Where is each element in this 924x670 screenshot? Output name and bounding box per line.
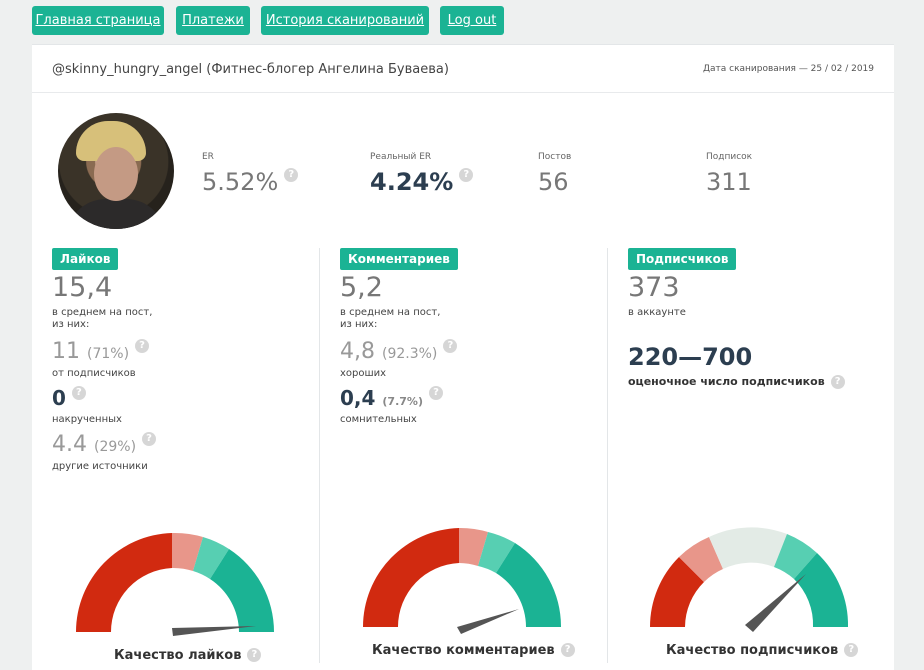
likes-other-value: 4.4 — [52, 432, 87, 457]
followers-estimate-range: 220—700 — [628, 343, 753, 371]
followers-count-desc: в аккаунте — [628, 307, 686, 318]
gauge-needle — [457, 609, 519, 634]
followers-column: Подписчиков 373 в аккаунте 220—700 оцено… — [628, 248, 845, 389]
help-icon[interactable]: ? — [135, 339, 150, 353]
help-icon[interactable]: ? — [443, 339, 458, 353]
likes-average-desc: в среднем на пост, — [52, 307, 153, 318]
comments-average-desc2: из них: — [340, 319, 378, 330]
help-icon[interactable]: ? — [459, 168, 474, 182]
gauge-segment-red — [650, 557, 704, 627]
gauge-segment-mint — [193, 537, 229, 579]
nav-payments-button[interactable]: Платежи — [176, 6, 250, 35]
likes-quality-title: Качество лайков — [114, 648, 242, 663]
likes-subs-label: от подписчиков — [52, 368, 136, 379]
gauge-segment-salmon — [679, 537, 723, 582]
nav-scan-history-button[interactable]: История сканирований — [261, 6, 429, 35]
followers-quality-gauge — [650, 527, 849, 632]
column-divider — [319, 248, 320, 663]
likes-quality-gauge — [76, 532, 274, 636]
likes-average-desc2: из них: — [52, 319, 90, 330]
likes-subs-value: 11 — [52, 339, 80, 364]
stat-er-label: ER — [202, 152, 214, 162]
stat-real-er-value: 4.24% — [370, 168, 454, 196]
likes-column: Лайков 15,4 в среднем на пост, из них: 1… — [52, 248, 157, 475]
help-icon[interactable]: ? — [560, 643, 575, 657]
likes-fake-value: 0 — [52, 386, 66, 410]
stat-real-er-label: Реальный ER — [370, 152, 432, 162]
help-icon[interactable]: ? — [428, 386, 443, 400]
help-icon[interactable]: ? — [830, 375, 845, 389]
stat-following: Подписок 311 — [706, 152, 752, 196]
gauge-segment-mint — [478, 532, 515, 573]
likes-other-label: другие источники — [52, 461, 148, 472]
column-divider — [607, 248, 608, 663]
gauge-segment-teal — [496, 543, 561, 627]
gauge-segment-light — [709, 527, 787, 569]
nav-logout-button[interactable]: Log out — [440, 6, 504, 35]
likes-subs-pct: (71%) — [87, 346, 130, 362]
report-header: @skinny_hungry_angel (Фитнес-блогер Анге… — [32, 45, 894, 93]
account-name: @skinny_hungry_angel (Фитнес-блогер Анге… — [52, 62, 449, 77]
comments-good-pct: (92.3%) — [382, 346, 438, 362]
comments-average-desc: в среднем на пост, — [340, 307, 441, 318]
comments-good-value: 4,8 — [340, 339, 375, 364]
gauge-segment-teal — [210, 549, 274, 632]
stat-posts: Постов 56 — [538, 152, 571, 196]
comments-doubt-label: сомнительных — [340, 414, 417, 425]
gauge-segment-teal — [794, 553, 849, 627]
gauge-segment-salmon — [459, 527, 488, 566]
gauge-needle — [745, 574, 806, 632]
stat-posts-label: Постов — [538, 152, 572, 162]
likes-badge: Лайков — [52, 248, 119, 270]
help-icon[interactable]: ? — [142, 432, 157, 446]
stat-er: ER 5.52%? — [202, 152, 299, 196]
comments-badge: Комментариев — [340, 248, 458, 270]
likes-average: 15,4 — [52, 272, 113, 303]
gauge-segment-red — [76, 533, 172, 632]
stat-following-label: Подписок — [706, 152, 753, 162]
comments-quality-title: Качество комментариев — [372, 643, 555, 658]
stat-real-er: Реальный ER 4.24%? — [370, 152, 474, 196]
help-icon[interactable]: ? — [284, 168, 299, 182]
comments-column: Комментариев 5,2 в среднем на пост, из н… — [340, 248, 458, 428]
followers-badge: Подписчиков — [628, 248, 737, 270]
avatar — [58, 113, 174, 229]
followers-estimate-label: оценочное число подписчиков — [628, 375, 825, 388]
gauge-segment-red — [363, 528, 459, 627]
nav-home-button[interactable]: Главная страница — [32, 6, 164, 35]
comments-doubt-value: 0,4 — [340, 386, 376, 410]
followers-quality-title: Качество подписчиков — [666, 643, 839, 658]
comments-quality-gauge — [363, 527, 561, 634]
gauge-segment-mint — [774, 534, 817, 579]
stat-posts-value: 56 — [538, 168, 569, 196]
comments-average: 5,2 — [340, 272, 383, 303]
likes-fake-label: накрученных — [52, 414, 122, 425]
gauge-needle — [172, 626, 256, 636]
help-icon[interactable]: ? — [247, 648, 262, 662]
stat-er-value: 5.52% — [202, 168, 279, 196]
stat-following-value: 311 — [706, 168, 752, 196]
likes-other-pct: (29%) — [94, 439, 137, 455]
help-icon[interactable]: ? — [71, 386, 86, 400]
scan-date: Дата сканирования — 25 / 02 / 2019 — [702, 64, 874, 74]
gauge-segment-salmon — [172, 532, 203, 571]
comments-doubt-pct: (7.7%) — [382, 395, 423, 408]
comments-good-label: хороших — [340, 368, 387, 379]
followers-count: 373 — [628, 272, 680, 303]
help-icon[interactable]: ? — [844, 643, 859, 657]
